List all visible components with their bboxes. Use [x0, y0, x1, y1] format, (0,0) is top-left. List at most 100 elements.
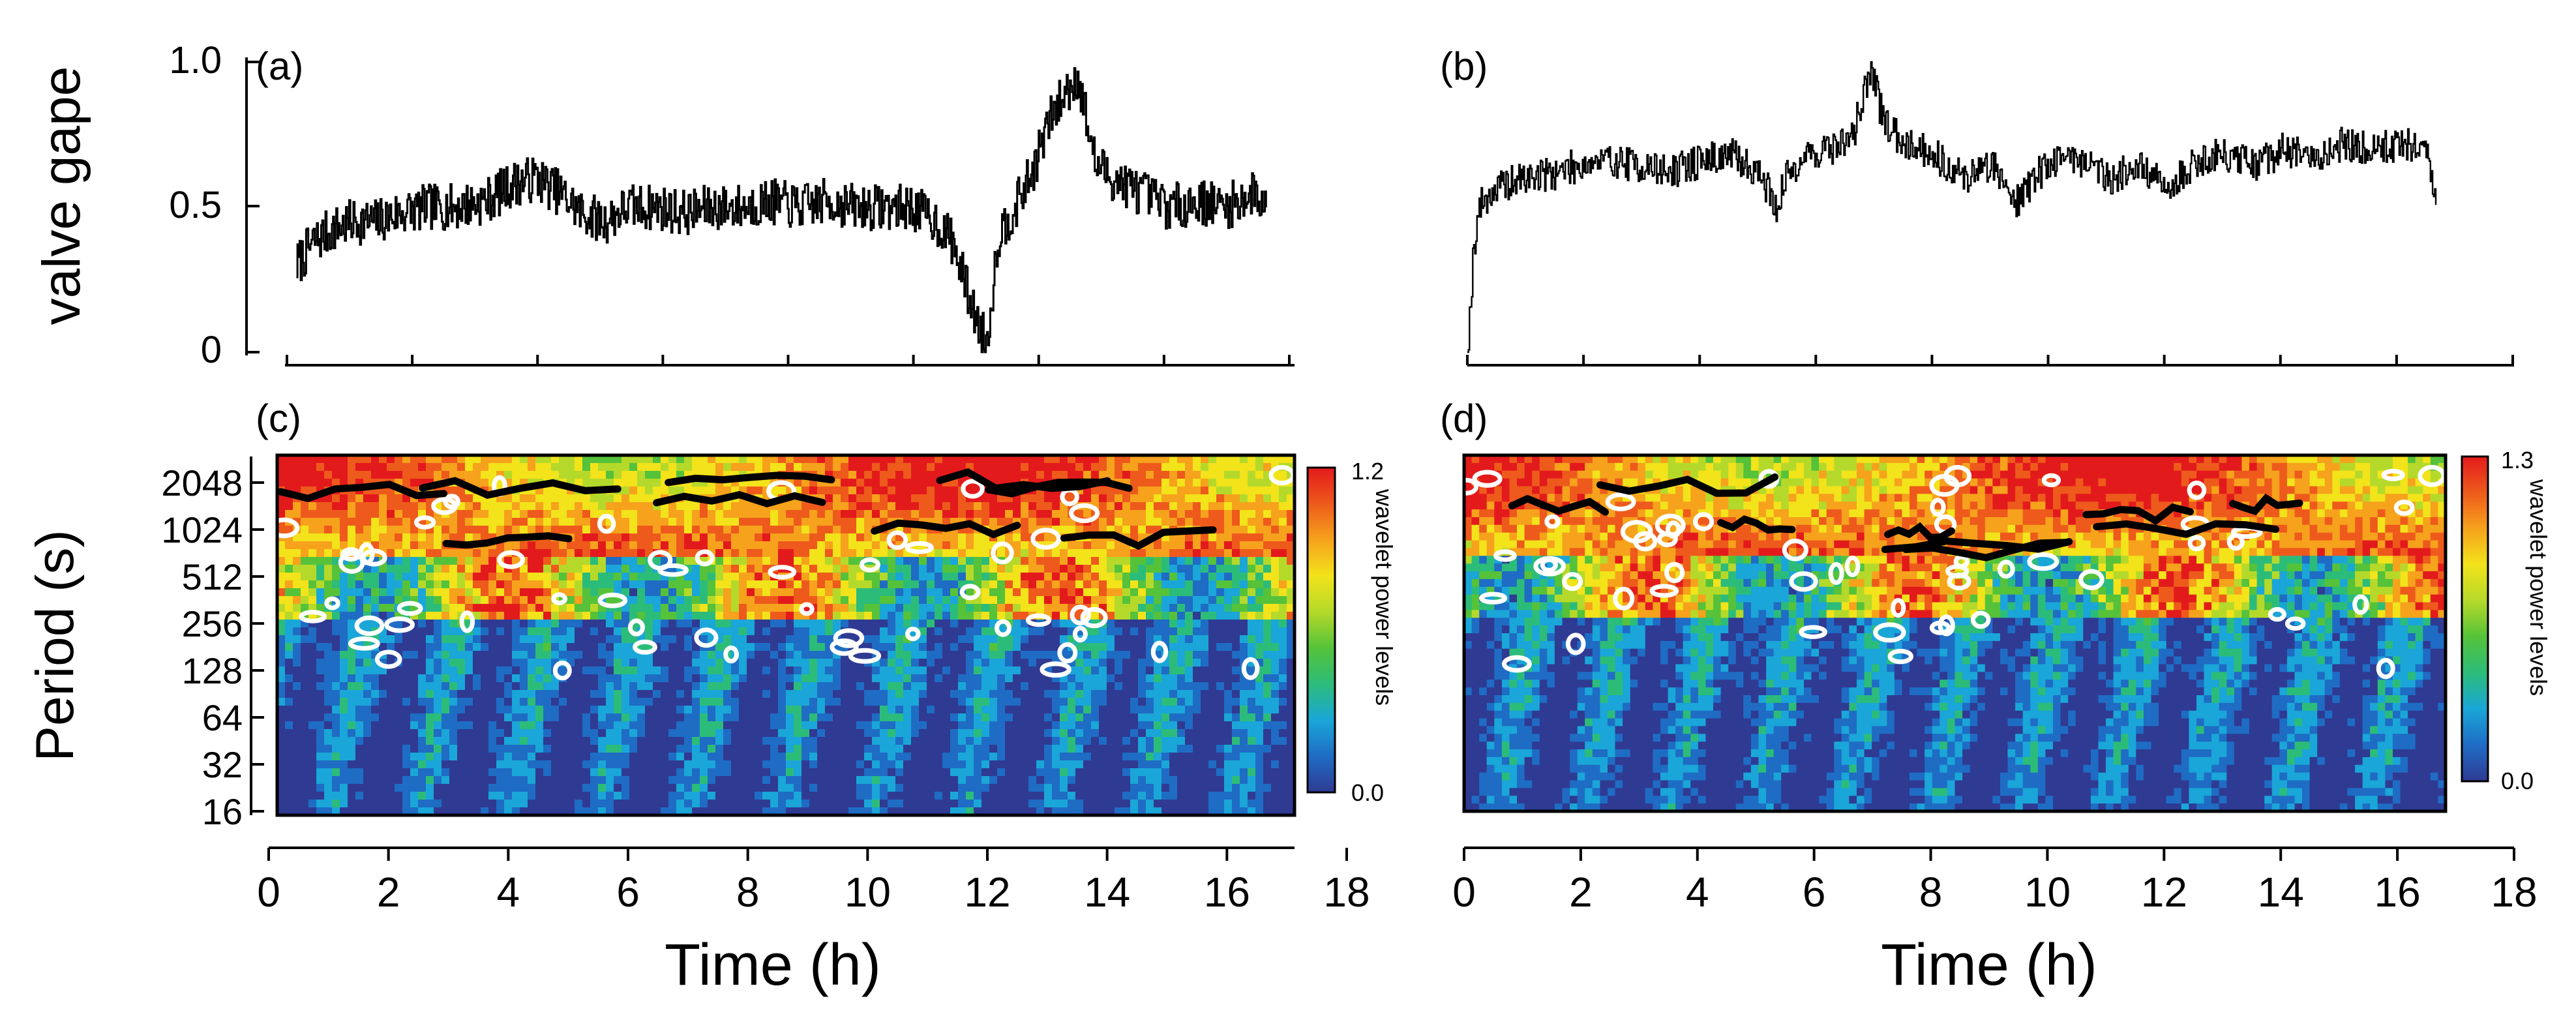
panel-c-contour: [597, 513, 616, 534]
panel-c-ridge: [653, 490, 826, 508]
panel-c-label: (c): [256, 397, 301, 440]
panel-a-ylabel: valve gape: [32, 67, 91, 325]
panel-c-contour: [633, 639, 657, 655]
panel-c-contour: [723, 645, 739, 664]
panel-a-trace: [296, 67, 1267, 353]
panel-c-ridge: [936, 468, 1111, 492]
panel-d-xtick-label-18: 18: [2491, 869, 2537, 916]
panel-c-contour: [497, 550, 525, 569]
panel-c-contour: [627, 618, 645, 636]
panel-d-contour: [2393, 500, 2415, 516]
panel-d-xtick-label-12: 12: [2141, 869, 2187, 916]
panel-c-contour: [995, 619, 1011, 637]
panel-c-contour: [830, 638, 859, 656]
panel-c-contour: [848, 648, 882, 664]
panel-c-xtick-label-18: 18: [1323, 869, 1370, 916]
panel-d-ridge: [1717, 515, 1796, 534]
panel-c-contour: [1080, 606, 1108, 629]
panel-d-contour: [2381, 468, 2405, 481]
panel-d-xtick-label-8: 8: [1919, 869, 1943, 916]
panel-c-contour: [768, 565, 796, 580]
panel-c-contour: [961, 479, 985, 499]
panel-c-ridge: [871, 519, 1021, 539]
panel-d-contour: [1620, 520, 1653, 544]
panel-d-ridge: [1902, 539, 2071, 561]
panel-d-ridge: [1881, 537, 2073, 553]
panel-d-contour: [1565, 633, 1586, 655]
panel-c-xlabel: Time (h): [665, 933, 881, 998]
panel-c-xtick-label-6: 6: [616, 869, 640, 916]
panel-c-frame: [275, 453, 1296, 817]
panel-a-label: (a): [256, 44, 303, 88]
panel-d-colorbar-title: wavelet power levels: [2525, 479, 2552, 696]
panel-c-contour: [799, 602, 815, 616]
panel-c-contour: [1030, 528, 1062, 550]
panel-d-contour: [1472, 470, 1503, 488]
panel-c-contour: [859, 557, 880, 573]
panel-c-contour: [694, 627, 719, 648]
panel-c-contour: [833, 628, 865, 648]
panel-a-xticks: [286, 355, 1291, 365]
panel-c-ridge: [665, 472, 835, 487]
panel-a-ytick-label-1.0: 1.0: [169, 39, 222, 82]
panel-d-contour: [1945, 564, 1969, 578]
panel-c-colorbar-max: 1.2: [1351, 458, 1384, 485]
panel-d-contour: [2418, 464, 2446, 487]
panel-c-contour: [299, 610, 327, 623]
panel-c-contour: [431, 497, 458, 515]
panel-c-contour: [459, 610, 475, 633]
panel-d-contour: [1464, 477, 1479, 496]
panel-c-ytick-label-512: 512: [182, 556, 243, 597]
panel-c-xtick-label-2: 2: [377, 869, 400, 916]
panel-d-contour: [1693, 512, 1715, 531]
panel-d-contour: [2352, 594, 2369, 615]
panel-d-xtick-label-4: 4: [1686, 869, 1709, 916]
panel-d-contour: [1479, 591, 1508, 605]
panel-c-ytick-label-256: 256: [182, 603, 243, 644]
panel-c-contour: [959, 584, 981, 601]
panel-c-colorbar-min: 0.0: [1351, 779, 1384, 806]
panel-c-ytick-label-2048: 2048: [161, 462, 243, 503]
panel-d-contour: [1930, 498, 1946, 517]
panel-d-contour: [1649, 584, 1679, 598]
panel-d-contour: [1789, 571, 1818, 592]
panel-c-contour: [551, 592, 568, 606]
panel-d-ridge: [1508, 494, 1609, 516]
panel-c-ytick-label-1024: 1024: [161, 509, 243, 550]
panel-c-contour: [361, 548, 387, 567]
panel-c-contour: [695, 549, 715, 567]
panel-b-trace: [1467, 61, 2437, 353]
panel-c-contour: [1040, 661, 1071, 678]
panel-c-ridge: [985, 478, 1133, 498]
panel-d-frame: [1462, 453, 2448, 813]
panel-c-contour: [397, 601, 423, 616]
panel-c-contour: [905, 627, 921, 642]
panel-c-xticks: 0 2 4 6 8 10 12 14 16 18: [257, 848, 1370, 916]
panel-a-ytick-label-0.5: 0.5: [169, 184, 222, 226]
panel-d-contour: [1664, 561, 1685, 584]
panel-c-yticks: 16 32 64 128 256 512 1024 2048: [161, 462, 264, 832]
panel-c-colorbar: [1306, 466, 1336, 794]
panel-c-colorbar-title: wavelet power levels: [1371, 488, 1398, 706]
panel-d-contour: [1997, 560, 2015, 579]
panel-d-contour: [1605, 492, 1636, 511]
panel-d-contour: [1828, 561, 1844, 585]
panel-d-contour: [1782, 539, 1808, 561]
panel-c-ytick-label-32: 32: [202, 744, 243, 785]
panel-d-colorbar-max: 1.3: [2501, 447, 2534, 473]
panel-d-xtick-label-16: 16: [2374, 869, 2421, 916]
panel-d: (d) 0 2 4 6 8 10 12 14 16 18 Time (h) 1.3 0.0 wav…: [1440, 397, 2552, 998]
panel-c-xtick-label-12: 12: [964, 869, 1010, 916]
panel-c-contour: [324, 596, 340, 610]
panel-b-label: (b): [1440, 44, 1488, 88]
panel-c-ridge: [419, 477, 622, 499]
panel-d-contour: [2187, 481, 2207, 500]
panel-b-xticks: [1466, 355, 2514, 365]
panel-d-contour: [2027, 552, 2059, 571]
panel-c-xtick-label-8: 8: [736, 869, 760, 916]
panel-d-contour: [1799, 625, 1827, 639]
panel-c-ytick-label-64: 64: [202, 697, 243, 738]
panel-d-contour: [2041, 473, 2061, 488]
